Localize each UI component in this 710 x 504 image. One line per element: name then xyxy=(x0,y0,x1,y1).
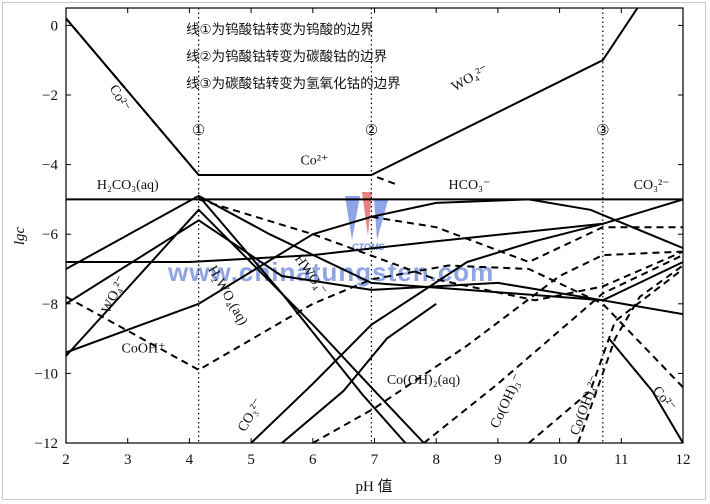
curve-label: CoOH⁺ xyxy=(122,342,166,357)
legend-line: 线①为钨酸钴转变为钨酸的边界 xyxy=(186,22,374,38)
series-line xyxy=(66,208,425,443)
series-layer xyxy=(66,8,683,443)
series-line xyxy=(423,254,683,443)
y-tick-label: −2 xyxy=(42,88,58,104)
curve-label: WO₄²⁻ xyxy=(449,62,491,95)
curve-label: HCO₃⁻ xyxy=(449,178,491,193)
curve-label: Co(OH)₄²⁻ xyxy=(568,374,603,438)
y-axis-title: lgc xyxy=(12,226,28,245)
x-tick-label: 4 xyxy=(186,452,194,468)
curve-label: Co(OH)₂(aq) xyxy=(387,373,461,388)
series-line xyxy=(281,302,437,443)
y-tick-label: −6 xyxy=(42,227,58,243)
curve-label: CO₃²⁻ xyxy=(235,396,266,435)
series-line xyxy=(66,219,683,316)
series-line xyxy=(528,268,683,443)
x-tick-label: 8 xyxy=(432,452,440,468)
watermark-logo-text: CTOMS xyxy=(352,242,384,252)
x-tick-label: 7 xyxy=(371,452,379,468)
curve-label: CO₃²⁻ xyxy=(634,178,670,193)
curve-label: Co²⁺ xyxy=(300,154,328,169)
y-tick-label: −10 xyxy=(35,366,58,382)
x-axis-title: pH 值 xyxy=(355,478,392,495)
x-tick-label: 2 xyxy=(62,452,70,468)
boundary-lines xyxy=(198,8,604,443)
x-tick-label: 10 xyxy=(552,452,567,468)
x-tick-label: 11 xyxy=(614,452,628,468)
x-tick-label: 12 xyxy=(676,452,691,468)
series-line xyxy=(198,198,683,302)
boundary-marker: ① xyxy=(192,123,205,139)
x-axis-ticks: 2 3 4 5 6 7 8 9 10 11 12 xyxy=(62,8,691,468)
curve-label: Co(OH)₃⁻ xyxy=(488,372,526,431)
series-line xyxy=(66,264,683,388)
x-tick-label: 9 xyxy=(494,452,502,468)
curve-labels: Co²⁻Co²⁺WO₄²⁻H₂CO₃(aq) HCO₃⁻ CO₃²⁻WO₄²⁻CoO… xyxy=(97,62,679,437)
boundary-marker: ③ xyxy=(596,123,609,139)
x-tick-label: 3 xyxy=(124,452,132,468)
y-tick-label: −8 xyxy=(42,297,58,313)
series-line xyxy=(312,250,683,443)
boundary-markers: ① ② ③ xyxy=(192,123,610,139)
y-tick-label: −12 xyxy=(35,436,58,452)
y-axis-ticks: 0 −2 −4 −6 −8 −10 −12 xyxy=(35,18,683,452)
y-tick-label: 0 xyxy=(51,18,59,34)
watermark: CTOMS www.chinatungsten.com xyxy=(167,192,494,287)
series-line xyxy=(608,337,683,443)
x-tick-label: 6 xyxy=(309,452,317,468)
watermark-url: www.chinatungsten.com xyxy=(167,257,494,287)
series-line xyxy=(66,198,683,354)
curve-label: H₂CO₃(aq) xyxy=(97,178,159,193)
series-line xyxy=(197,195,407,443)
watermark-logo: CTOMS xyxy=(345,192,388,252)
x-tick-label: 5 xyxy=(247,452,255,468)
series-line xyxy=(250,222,604,443)
series-line xyxy=(371,215,683,263)
legend-line: 线③为碳酸钴转变为氢氧化钴的边界 xyxy=(186,76,401,92)
curve-label: Co²⁻ xyxy=(106,83,133,115)
y-tick-label: −4 xyxy=(42,158,58,174)
series-line xyxy=(577,264,683,443)
series-line xyxy=(66,17,400,187)
boundary-marker: ② xyxy=(365,123,378,139)
legend-line: 线②为钨酸钴转变为碳酸钴的边界 xyxy=(186,49,387,65)
legend-text-block: 线①为钨酸钴转变为钨酸的边界线②为钨酸钴转变为碳酸钴的边界线③为碳酸钴转变为氢氧… xyxy=(186,22,401,92)
curve-label: Co²⁻ xyxy=(649,384,678,415)
